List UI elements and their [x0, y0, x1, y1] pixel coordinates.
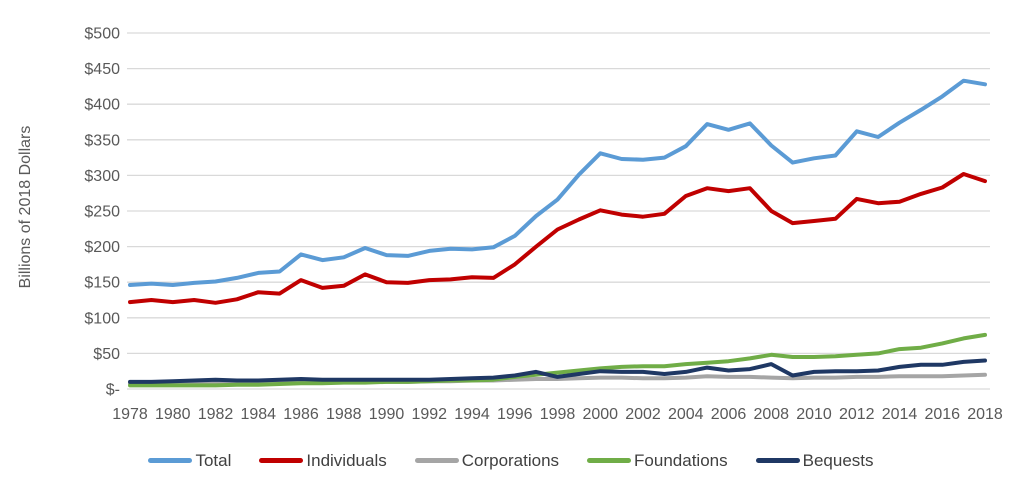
x-tick-label-2002: 2002 — [625, 406, 661, 423]
legend-item-individuals: Individuals — [259, 450, 387, 470]
legend-swatch-individuals — [259, 457, 304, 463]
x-tick-label-1996: 1996 — [497, 406, 533, 423]
legend-item-total: Total — [148, 452, 231, 469]
x-tick-label-1982: 1982 — [198, 406, 234, 423]
series-line-total — [128, 78, 987, 287]
x-tick-label-1988: 1988 — [326, 406, 362, 423]
y-tick-label-150: $150 — [84, 275, 120, 292]
legend-label-foundations: Foundations — [634, 450, 728, 470]
x-tick-label-2012: 2012 — [839, 406, 875, 423]
x-tick-label-2000: 2000 — [582, 406, 618, 423]
series-line-individuals — [128, 172, 987, 305]
x-tick-label-2010: 2010 — [796, 406, 832, 423]
x-tick-label-2004: 2004 — [668, 406, 704, 423]
legend-label-bequests: Bequests — [802, 450, 874, 470]
x-tick-label-2018: 2018 — [967, 406, 1003, 423]
legend-item-foundations: Foundations — [587, 452, 728, 469]
plot-area: $- $50 $100 $150 $200 $250 $300 $350 $400 $450 $50… — [17, 26, 1003, 424]
legend-item-bequests: Bequests — [755, 450, 874, 470]
legend: Total Individuals Corporations Foundations B… — [0, 440, 1022, 480]
x-tick-label-2008: 2008 — [753, 406, 789, 423]
x-tick-label-1984: 1984 — [240, 406, 276, 423]
x-tick-label-1994: 1994 — [454, 406, 490, 423]
x-tick-label-1990: 1990 — [369, 406, 405, 423]
legend-label-corporations: Corporations — [461, 450, 560, 470]
y-tick-label-400: $400 — [84, 97, 120, 114]
x-tick-label-2014: 2014 — [882, 406, 918, 423]
x-tick-label-1978: 1978 — [112, 406, 148, 423]
y-tick-label-500: $500 — [84, 26, 120, 43]
y-tick-label-300: $300 — [84, 168, 120, 185]
legend-swatch-total — [148, 457, 193, 463]
x-tick-label-2016: 2016 — [924, 406, 960, 423]
y-tick-label-450: $450 — [84, 61, 120, 78]
y-axis-title: Billions of 2018 Dollars — [17, 126, 34, 289]
x-tick-label-1980: 1980 — [155, 406, 191, 423]
legend-label-individuals: Individuals — [306, 450, 387, 470]
y-tick-label-100: $100 — [84, 310, 120, 327]
y-tick-label-350: $350 — [84, 132, 120, 149]
x-tick-label-2006: 2006 — [711, 406, 747, 423]
y-tick-label-0: $- — [106, 382, 120, 399]
x-tick-label-1986: 1986 — [283, 406, 319, 423]
y-tick-label-250: $250 — [84, 204, 120, 221]
legend-label-total: Total — [195, 450, 232, 470]
legend-swatch-foundations — [587, 457, 632, 463]
legend-swatch-bequests — [755, 457, 800, 463]
x-tick-label-1992: 1992 — [411, 406, 447, 423]
legend-swatch-corporations — [414, 457, 459, 463]
series-line-bequests — [128, 358, 987, 384]
series-line-foundations — [128, 332, 987, 388]
x-tick-label-1998: 1998 — [540, 406, 576, 423]
y-tick-label-200: $200 — [84, 239, 120, 256]
y-tick-label-50: $50 — [93, 346, 120, 363]
legend-item-corporations: Corporations — [414, 450, 560, 470]
